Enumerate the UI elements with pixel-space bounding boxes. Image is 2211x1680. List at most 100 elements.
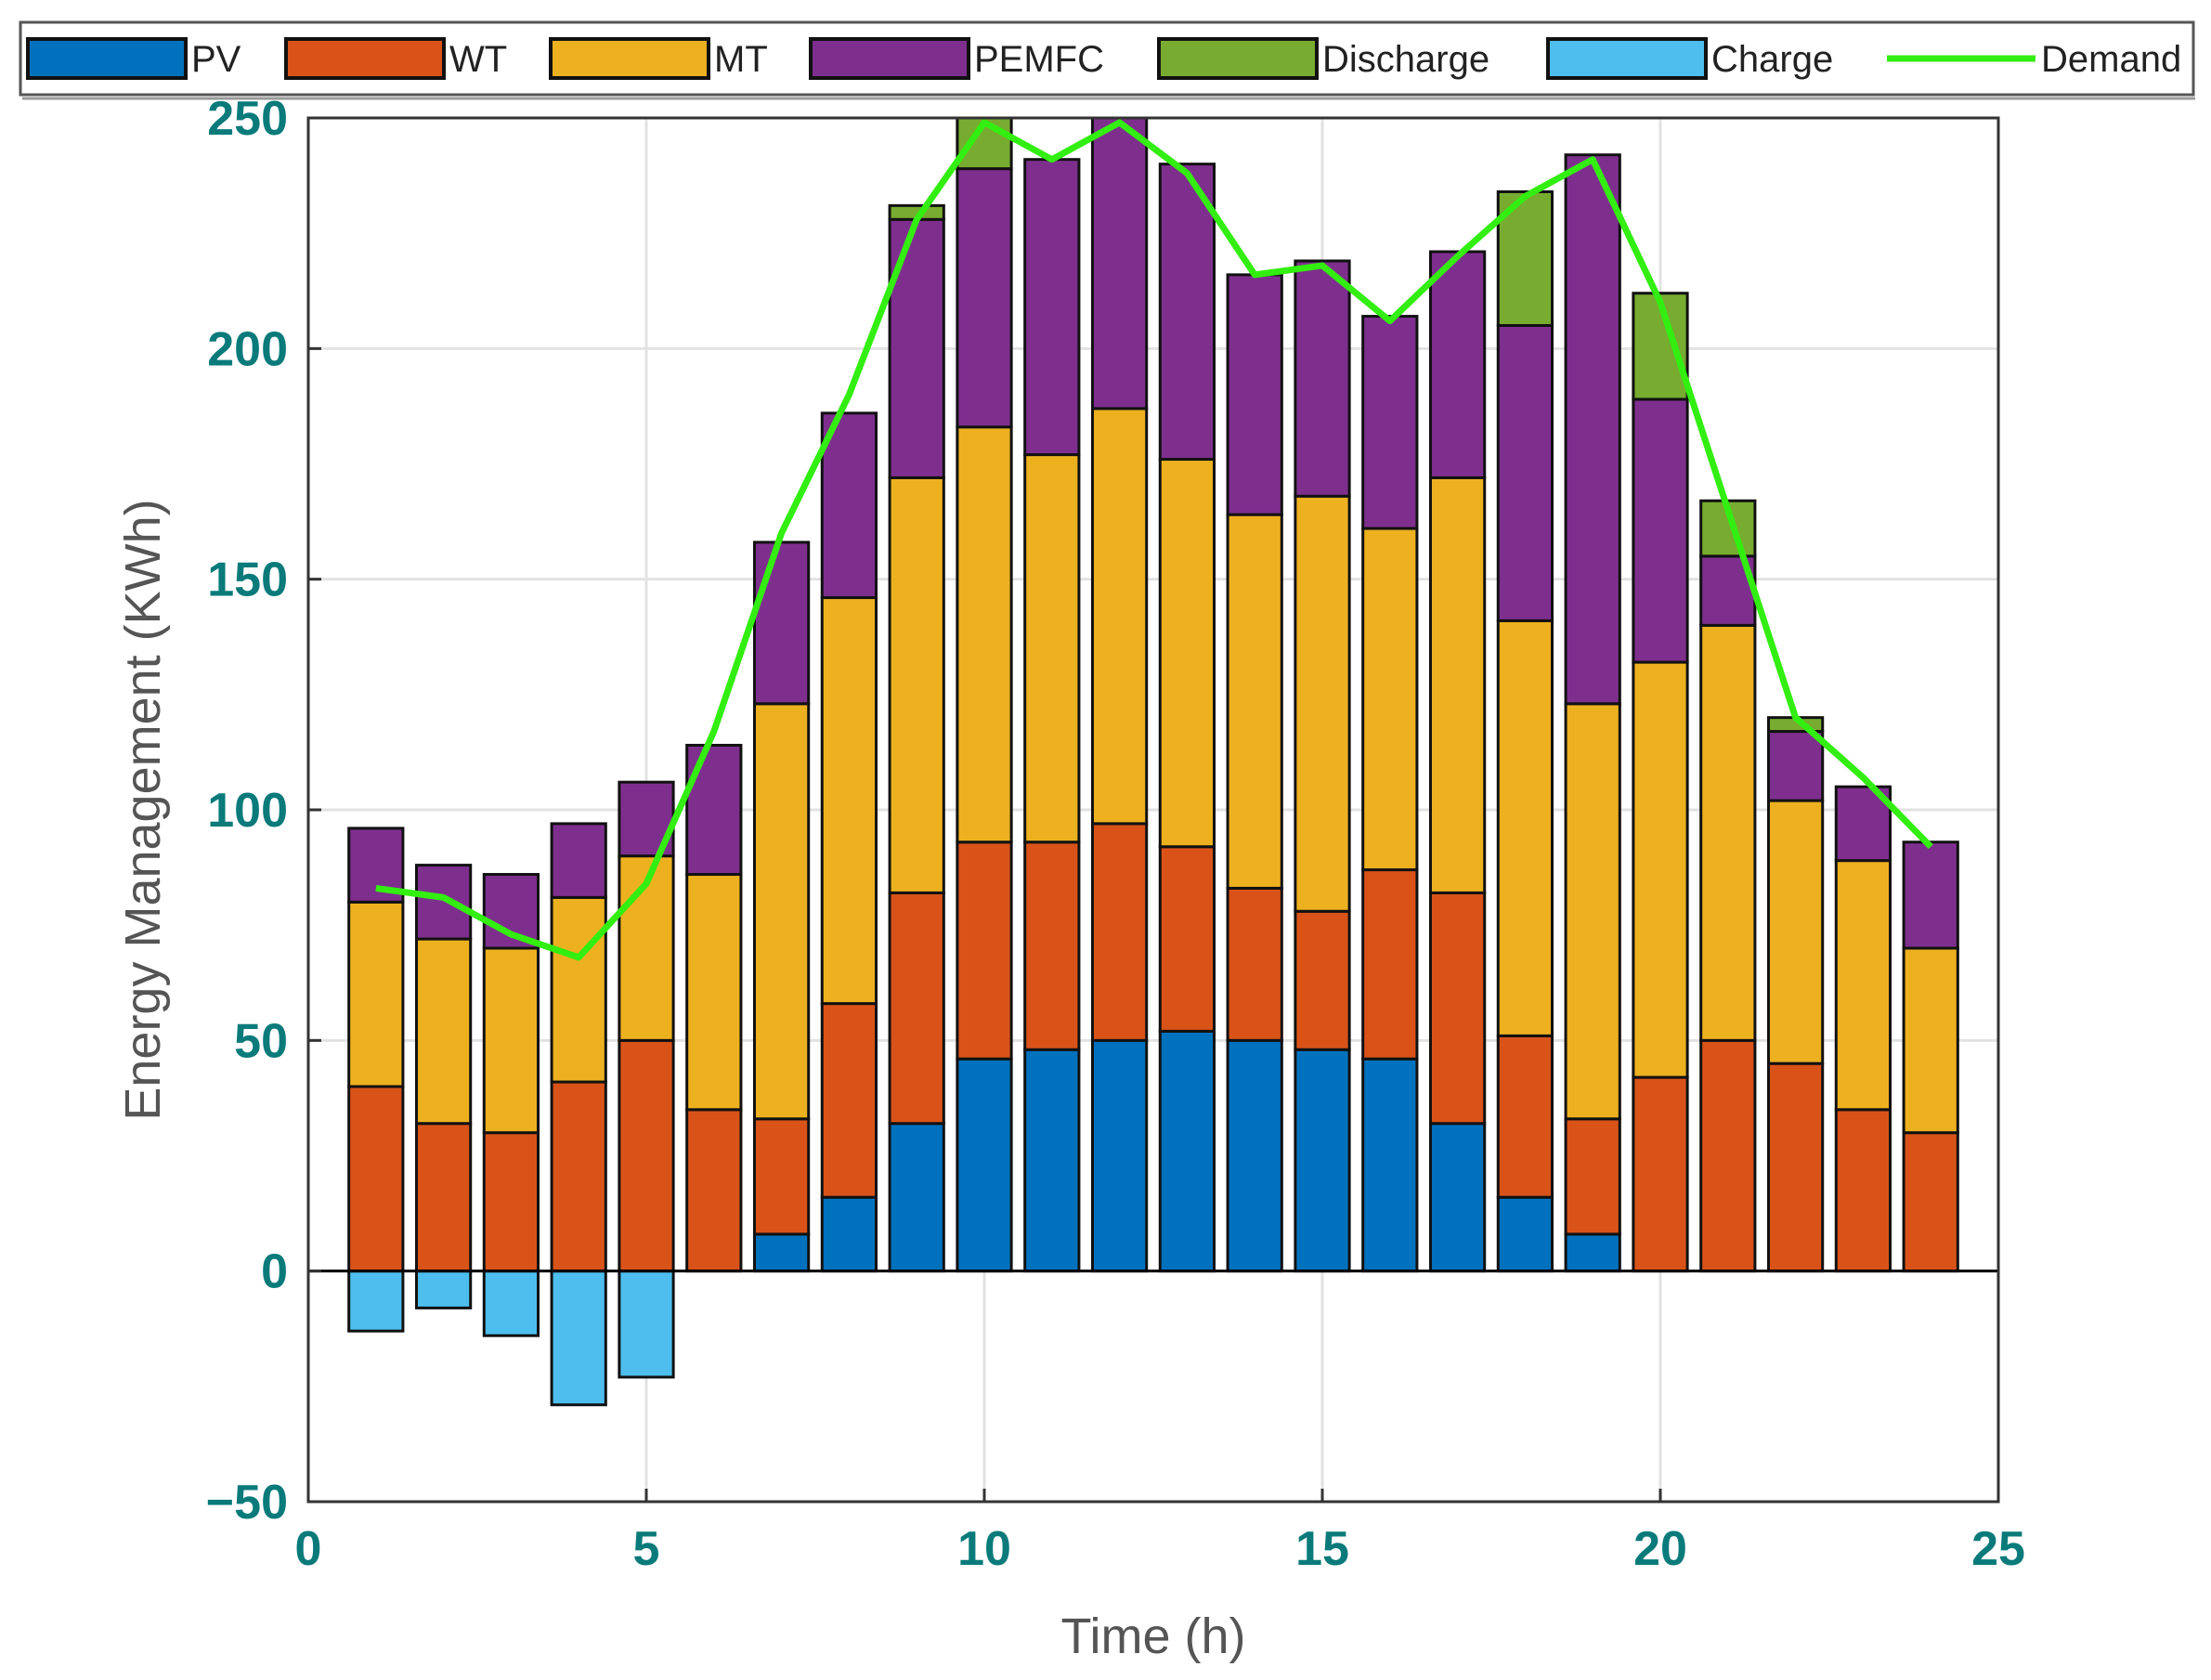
bar-mt-7 [752, 702, 811, 1121]
bar-pemfc-18 [1496, 324, 1554, 622]
legend-label-discharge: Discharge [1322, 39, 1489, 80]
bar-wt-4 [550, 1080, 607, 1273]
x-tick-label: 25 [1971, 1522, 2025, 1576]
bar-pv-17 [1428, 1122, 1487, 1273]
bar-wt-19 [1564, 1117, 1621, 1236]
legend-swatch-charge [1546, 37, 1708, 80]
bar-pv-18 [1496, 1195, 1554, 1273]
x-tick-label: 0 [295, 1522, 322, 1576]
bar-charge-5 [618, 1270, 675, 1379]
bar-wt-3 [482, 1131, 540, 1273]
bar-pemfc-6 [685, 743, 743, 877]
x-tick-label: 10 [957, 1522, 1011, 1576]
bar-wt-21 [1699, 1038, 1757, 1273]
bar-wt-7 [752, 1117, 811, 1236]
bar-wt-20 [1632, 1075, 1689, 1273]
bar-wt-6 [685, 1108, 743, 1273]
x-tick-label: 20 [1633, 1522, 1687, 1576]
bar-mt-8 [820, 596, 878, 1006]
y-tick-label: 100 [207, 784, 288, 838]
demand-line [375, 119, 1933, 961]
bar-mt-15 [1294, 494, 1351, 913]
bar-wt-16 [1361, 868, 1419, 1061]
bar-wt-23 [1834, 1108, 1892, 1273]
legend-label-charge: Charge [1711, 39, 1833, 80]
bar-pv-7 [752, 1232, 811, 1273]
y-tick-label: −50 [206, 1476, 288, 1530]
bar-wt-13 [1158, 845, 1216, 1033]
bar-mt-3 [482, 946, 540, 1135]
legend-swatch-pv [26, 37, 188, 80]
y-axis-label: Energy Management (KWh) [115, 499, 171, 1120]
bar-wt-1 [347, 1085, 405, 1273]
legend-swatch-mt [549, 37, 710, 80]
x-tick-label: 15 [1295, 1522, 1349, 1576]
bar-wt-12 [1090, 822, 1149, 1042]
bar-wt-17 [1428, 891, 1487, 1126]
bar-mt-22 [1766, 799, 1825, 1065]
bar-pemfc-16 [1361, 315, 1419, 530]
bar-charge-4 [550, 1270, 607, 1407]
bar-pemfc-8 [820, 411, 878, 600]
bar-pemfc-22 [1766, 730, 1825, 802]
legend: PV WT MT PEMFC Discharge Charge Demand [26, 37, 2181, 80]
bar-pv-11 [1023, 1048, 1081, 1273]
bar-charge-2 [414, 1270, 473, 1309]
bar-mt-17 [1428, 475, 1487, 894]
legend-swatch-wt [284, 37, 446, 80]
bar-mt-19 [1564, 702, 1621, 1121]
bar-pv-19 [1564, 1232, 1621, 1273]
y-tick-label: 200 [207, 322, 288, 376]
bar-mt-16 [1361, 527, 1419, 872]
y-tick-label: 0 [261, 1245, 288, 1299]
bar-pemfc-4 [550, 822, 607, 899]
bar-pv-16 [1361, 1057, 1419, 1273]
bar-charge-1 [347, 1270, 405, 1333]
bar-pv-9 [888, 1122, 945, 1273]
y-tick-label: 50 [234, 1014, 288, 1068]
bar-wt-15 [1294, 909, 1351, 1051]
bar-pemfc-15 [1294, 259, 1351, 498]
bar-pv-12 [1090, 1038, 1149, 1273]
bar-wt-24 [1902, 1131, 1959, 1273]
legend-label-pv: PV [191, 39, 241, 80]
bar-wt-10 [956, 840, 1013, 1061]
bar-pemfc-19 [1564, 153, 1621, 706]
legend-swatch-pemfc [809, 37, 970, 80]
legend-label-demand: Demand [2041, 39, 2181, 80]
bar-mt-24 [1902, 946, 1959, 1135]
bar-mt-23 [1834, 859, 1892, 1112]
bar-pemfc-13 [1158, 163, 1216, 462]
bar-mt-4 [550, 895, 607, 1084]
bar-pv-13 [1158, 1029, 1216, 1273]
bar-mt-1 [347, 900, 405, 1088]
bar-pv-8 [820, 1195, 878, 1273]
legend-swatch-discharge [1157, 37, 1319, 80]
bar-charge-3 [482, 1270, 540, 1337]
bar-pemfc-14 [1226, 273, 1283, 516]
bar-mt-18 [1496, 619, 1554, 1037]
legend-label-mt: MT [714, 39, 768, 80]
bar-mt-11 [1023, 453, 1081, 844]
bar-pemfc-20 [1632, 397, 1689, 664]
bar-mt-6 [685, 873, 743, 1112]
bar-pv-15 [1294, 1048, 1351, 1273]
bar-pemfc-9 [888, 217, 945, 479]
bar-pemfc-17 [1428, 250, 1487, 479]
legend-label-pemfc: PEMFC [974, 39, 1104, 80]
bar-pv-14 [1226, 1038, 1283, 1273]
bar-pemfc-2 [414, 864, 473, 941]
bar-mt-14 [1226, 513, 1283, 890]
x-axis-label: Time (h) [1061, 1608, 1246, 1664]
bar-wt-22 [1766, 1061, 1825, 1273]
y-tick-label: 150 [207, 553, 288, 607]
x-tick-label: 5 [633, 1522, 660, 1576]
bar-pemfc-24 [1902, 840, 1959, 950]
bar-pemfc-12 [1090, 116, 1149, 410]
bar-mt-12 [1090, 407, 1149, 826]
bar-mt-10 [956, 425, 1013, 844]
bar-pv-10 [956, 1057, 1013, 1273]
bar-wt-18 [1496, 1034, 1554, 1199]
